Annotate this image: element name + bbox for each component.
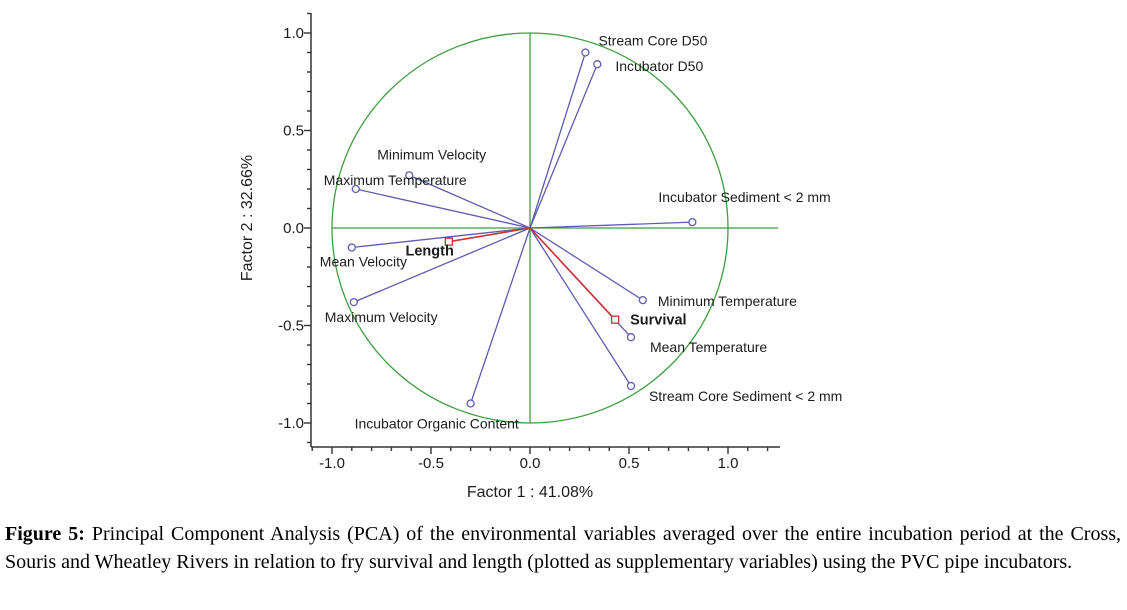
variable-label: Incubator Sediment < 2 mm xyxy=(658,189,830,205)
variable-label: Maximum Velocity xyxy=(325,309,438,325)
supplementary-variable-label: Length xyxy=(405,244,453,260)
variable-vector xyxy=(529,221,693,229)
variable-label: Minimum Temperature xyxy=(658,293,797,309)
pca-biplot: -1.0 -0.5 0.0 0.5 1.0 1.0 0.5 0.0 -0.5 -1.0 Factor… xyxy=(239,12,842,501)
variable-vector xyxy=(355,188,531,229)
figure-caption: Figure 5: Principal Component Analysis (… xyxy=(5,520,1121,576)
variable-marker xyxy=(347,243,356,252)
variable-marker xyxy=(626,381,636,391)
pca-figure: -1.0 -0.5 0.0 0.5 1.0 1.0 0.5 0.0 -0.5 -1.0 Factor… xyxy=(5,12,1121,576)
variable-label: Mean Temperature xyxy=(650,339,767,355)
supplementary-vector xyxy=(529,227,616,321)
y-tick-label: -1.0 xyxy=(278,415,304,432)
supplementary-marker xyxy=(610,315,620,324)
variable-vector xyxy=(529,52,587,229)
variable-label: Incubator D50 xyxy=(615,58,703,74)
x-tick-label: 0.5 xyxy=(619,455,640,472)
variable-marker xyxy=(466,399,475,408)
variable-label: Mean Velocity xyxy=(320,254,407,270)
variable-marker xyxy=(626,333,636,342)
variable-vector xyxy=(353,227,531,303)
variable-marker xyxy=(593,60,602,69)
variable-vector xyxy=(469,227,531,404)
supplementary-vector xyxy=(448,227,531,243)
variable-label: Stream Core Sediment < 2 mm xyxy=(649,388,842,404)
supplementary-variable-label: Survival xyxy=(630,313,686,329)
y-tick-label: 0.5 xyxy=(283,123,304,140)
supplementary-marker xyxy=(444,237,453,246)
variable-marker xyxy=(688,217,697,227)
variable-vector xyxy=(529,63,598,229)
variable-marker xyxy=(405,171,414,180)
y-tick-label: -0.5 xyxy=(278,318,304,335)
variable-marker xyxy=(349,297,358,307)
variable-marker xyxy=(351,184,360,194)
variable-vector xyxy=(408,174,531,229)
variable-vector xyxy=(529,227,644,301)
x-tick-label: 0.0 xyxy=(520,455,541,472)
variable-marker xyxy=(581,48,590,57)
y-axis-title: Factor 2 : 32.66% xyxy=(239,155,256,281)
y-tick-label: 1.0 xyxy=(283,25,304,42)
x-axis-title: Factor 1 : 41.08% xyxy=(467,484,593,501)
x-tick-label: 1.0 xyxy=(718,455,739,472)
x-tick-label: -0.5 xyxy=(418,455,444,472)
variable-label: Stream Core D50 xyxy=(598,33,707,49)
variable-marker xyxy=(638,295,648,305)
variable-vector xyxy=(529,227,632,387)
y-tick-label: 0.0 xyxy=(283,220,304,237)
variable-label: Maximum Temperature xyxy=(324,172,467,188)
figure-caption-text: Principal Component Analysis (PCA) of th… xyxy=(5,523,1122,573)
variable-label: Incubator Organic Content xyxy=(355,416,519,432)
variable-label: Minimum Velocity xyxy=(377,146,486,162)
x-tick-label: -1.0 xyxy=(319,455,345,472)
figure-caption-label: Figure 5: xyxy=(5,523,85,545)
variable-vector xyxy=(351,227,531,249)
